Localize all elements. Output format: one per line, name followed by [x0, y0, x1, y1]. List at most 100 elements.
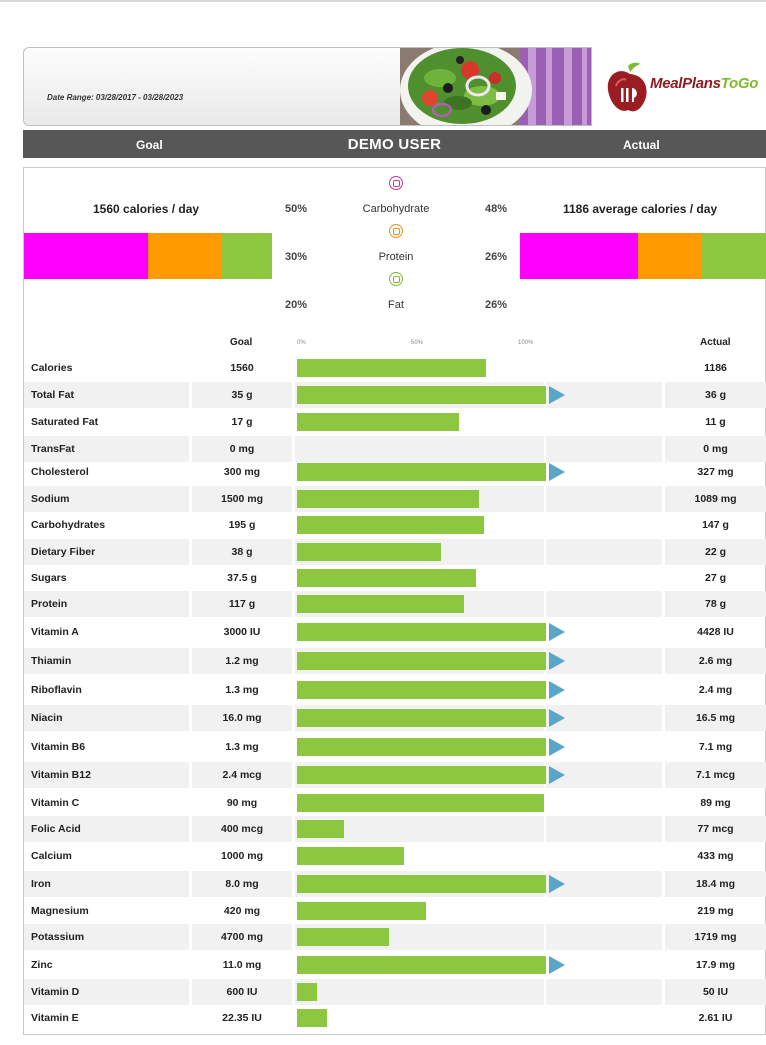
nutrient-goal: 1.3 mg	[225, 741, 259, 753]
nutrient-goal: 195 g	[228, 519, 256, 531]
top-divider	[0, 0, 766, 2]
nutrient-progress-bar	[297, 413, 459, 431]
nutrient-progress-bar	[297, 794, 544, 812]
nutrient-actual: 1186	[704, 362, 727, 374]
nutrient-name: Dietary Fiber	[24, 539, 189, 565]
nutrient-overflow-area	[546, 382, 662, 408]
macro-actual-percent: 26%	[485, 299, 508, 311]
nutrient-overflow-area	[546, 1005, 662, 1031]
nutrient-name: Vitamin C	[31, 797, 80, 809]
nutrient-progress-bar	[297, 543, 442, 561]
nutrient-name: Protein	[24, 591, 189, 617]
nutrient-name: Vitamin E	[31, 1012, 79, 1024]
nutrient-goal: 1560	[230, 362, 254, 374]
nutrient-progress-bar	[297, 875, 546, 893]
date-range: Date Range: 03/28/2017 - 03/28/2023	[47, 93, 184, 102]
nutrient-bar-track	[295, 871, 546, 897]
nutrient-bar-track	[295, 924, 544, 950]
goal-macro-bar	[24, 233, 272, 279]
nutrient-actual: 89 mg	[700, 797, 731, 809]
carbohydrate-segment	[520, 233, 639, 279]
nutrient-overflow-area	[546, 486, 662, 512]
fat-segment	[702, 233, 766, 279]
nutrient-row: Protein 117 g 78 g	[24, 591, 766, 617]
nutrient-name: Iron	[24, 871, 189, 897]
nutrient-goal: 22.35 IU	[222, 1012, 262, 1024]
nutrient-row: Potassium 4700 mg 1719 mg	[24, 924, 766, 950]
exceeds-goal-arrow-icon	[549, 738, 565, 756]
exceeds-goal-arrow-icon	[549, 386, 565, 404]
nutrient-bar-track	[295, 619, 546, 645]
nutrient-goal: 300 mg	[223, 466, 261, 478]
protein-segment	[638, 233, 703, 279]
nutrient-name: TransFat	[24, 436, 189, 462]
nutrient-actual: 7.1 mcg	[665, 762, 766, 788]
macro-label-protein: Protein	[378, 251, 414, 263]
actual-column-header: Actual	[700, 337, 731, 348]
nutrient-goal: 35 g	[192, 382, 292, 408]
nutrient-goal: 600 IU	[192, 979, 292, 1005]
nutrient-overflow-area	[546, 790, 662, 816]
nutrient-name: Niacin	[24, 705, 189, 731]
nutrient-goal: 8.0 mg	[192, 871, 292, 897]
nutrient-bar-track	[295, 898, 544, 924]
nutrient-overflow-area	[546, 843, 662, 869]
avocado-icon	[389, 272, 403, 286]
nutrient-row: Vitamin D 600 IU 50 IU	[24, 979, 766, 1005]
nutrient-overflow-area	[546, 898, 662, 924]
nutrient-actual: 1089 mg	[665, 486, 766, 512]
exceeds-goal-arrow-icon	[549, 623, 565, 641]
nutrient-actual: 4428 IU	[697, 626, 734, 638]
nutrient-row: Thiamin 1.2 mg 2.6 mg	[24, 648, 766, 674]
nutrient-progress-bar	[297, 463, 546, 481]
nutrient-row: Vitamin B6 1.3 mg 7.1 mg	[24, 734, 766, 760]
nutrient-row: TransFat 0 mg 0 mg	[24, 436, 766, 462]
nutrient-actual: 36 g	[665, 382, 766, 408]
macro-actual-percent: 48%	[485, 203, 508, 215]
nutrient-name: Calcium	[31, 850, 72, 862]
nutrient-bar-track	[295, 790, 544, 816]
nutrient-overflow-area	[546, 565, 662, 591]
nutrient-name: Magnesium	[31, 905, 89, 917]
nutrient-row: Sodium 1500 mg 1089 mg	[24, 486, 766, 512]
wheat-icon	[389, 176, 403, 190]
nutrient-row: Total Fat 35 g 36 g	[24, 382, 766, 408]
exceeds-goal-arrow-icon	[549, 766, 565, 784]
actual-heading: Actual	[623, 138, 660, 152]
nutrient-progress-bar	[297, 738, 546, 756]
nutrient-overflow-area	[546, 436, 662, 462]
nutrient-row: Vitamin B12 2.4 mcg 7.1 mcg	[24, 762, 766, 788]
actual-calories: 1186 average calories / day	[563, 202, 718, 216]
protein-segment	[148, 233, 223, 279]
mealplanstogo-logo[interactable]: MealPlansToGo	[606, 60, 762, 122]
nutrient-actual: 327 mg	[697, 466, 734, 478]
nutrient-row: Vitamin C 90 mg 89 mg	[24, 790, 766, 816]
title-bar: Goal DEMO USER Actual	[23, 130, 766, 158]
scale-tick-50: 50%	[411, 340, 424, 346]
nutrient-goal: 90 mg	[226, 797, 258, 809]
nutrient-progress-bar	[297, 623, 546, 641]
nutrient-goal: 1.2 mg	[192, 648, 292, 674]
nutrient-goal: 4700 mg	[192, 924, 292, 950]
nutrient-bar-track	[295, 705, 546, 731]
nutrient-actual: 147 g	[702, 519, 729, 531]
nutrient-actual: 11 g	[705, 416, 726, 428]
nutrient-goal: 37.5 g	[227, 572, 257, 584]
nutrient-row: Vitamin A 3000 IU 4428 IU	[24, 619, 766, 645]
nutrient-row: Magnesium 420 mg 219 mg	[24, 898, 766, 924]
nutrient-goal: 38 g	[192, 539, 292, 565]
nutrient-progress-bar	[297, 1009, 327, 1027]
nutrient-goal: 1000 mg	[220, 850, 264, 862]
nutrient-name: Thiamin	[24, 648, 189, 674]
nutrient-name: Vitamin B12	[24, 762, 189, 788]
nutrient-bar-track	[295, 762, 546, 788]
nutrient-name: Carbohydrates	[31, 519, 106, 531]
nutrient-row: Calcium 1000 mg 433 mg	[24, 843, 766, 869]
nutrient-bar-track	[295, 591, 544, 617]
nutrient-goal: 3000 IU	[223, 626, 261, 638]
nutrient-progress-bar	[297, 569, 477, 587]
exceeds-goal-arrow-icon	[549, 681, 565, 699]
nutrient-row: Sugars 37.5 g 27 g	[24, 565, 766, 591]
nutrient-overflow-area	[546, 355, 662, 381]
nutrient-progress-bar	[297, 956, 546, 974]
